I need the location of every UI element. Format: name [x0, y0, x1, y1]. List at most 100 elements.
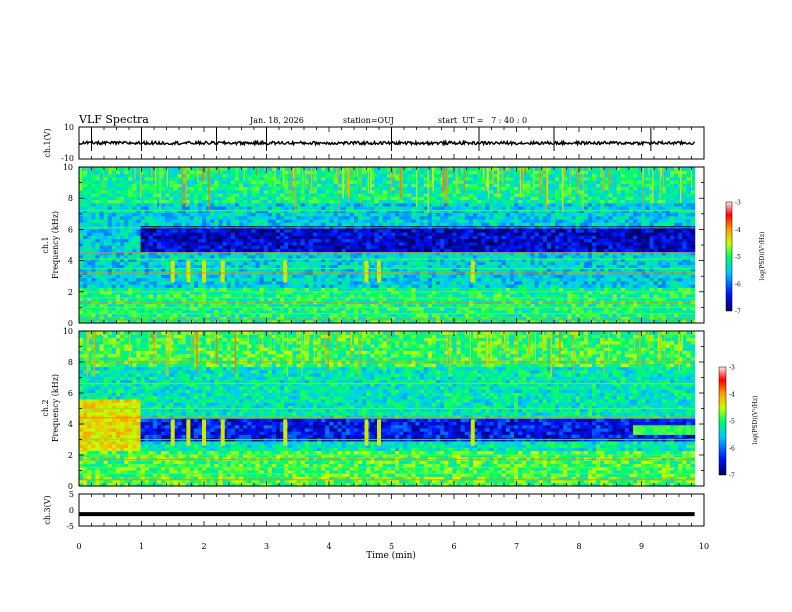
spectrogram-cell [103, 235, 109, 240]
spectrogram-cell [136, 258, 142, 262]
spectrogram-cell [87, 186, 92, 191]
spectrogram-cell [99, 306, 105, 311]
spectrogram-cell [132, 254, 138, 259]
spectrogram-cell [144, 254, 150, 259]
spectrogram-cell [83, 167, 88, 171]
spectrogram-cell [120, 261, 125, 266]
spectrogram-cell [107, 173, 113, 178]
spectrogram-cell [115, 303, 121, 308]
spectrogram-cell [144, 170, 150, 175]
spectrogram-cell [156, 219, 162, 223]
spectrogram-cell [128, 306, 133, 311]
spectrogram-cell [148, 215, 154, 220]
spectrogram-cell [165, 225, 170, 230]
spectrogram-cell [152, 248, 158, 253]
spectrogram-cell [152, 254, 158, 259]
spectrogram-cell [111, 293, 117, 298]
spectrogram-cell [169, 183, 174, 188]
spectrogram-cell [115, 235, 121, 240]
spectrogram-cell [120, 176, 125, 181]
spectrogram-cell [132, 264, 138, 269]
spectrogram-cell [144, 183, 150, 188]
spectrogram-cell [95, 212, 101, 217]
spectrogram-cell [136, 245, 142, 249]
spectrogram-cell [386, 167, 392, 171]
spectrogram-cell [124, 173, 129, 178]
spectrogram-cell [161, 293, 166, 298]
spectrogram-cell [103, 180, 109, 184]
spectrogram-cell [173, 280, 179, 285]
spectrogram-cell [132, 258, 138, 262]
spectrogram-cell [95, 316, 101, 321]
spectrogram-cell [120, 267, 125, 272]
spectrogram-cell [107, 297, 113, 301]
spectrogram-cell [107, 238, 113, 243]
spectrogram-cell [161, 219, 166, 223]
spectrogram-cell [136, 261, 142, 266]
spectrogram-cell [152, 251, 158, 256]
spectrogram-cell [140, 215, 146, 220]
spectrogram-cell [120, 173, 125, 178]
ch1-ytick-bottom: -10 [61, 154, 74, 163]
spectrogram-cell [79, 193, 84, 197]
spectrogram-cell [99, 319, 105, 324]
spectrogram-cell [156, 215, 162, 220]
spectrogram-cell [161, 284, 166, 288]
spectrogram-cell [152, 202, 158, 207]
spectrogram-cell [173, 290, 179, 295]
spectrogram-cell [140, 238, 146, 243]
spectrogram-cell [161, 235, 166, 240]
spectrogram-cell [91, 196, 97, 201]
spectrogram-cell [111, 303, 117, 308]
spectrogram-cell [161, 248, 166, 253]
spectrogram-cell [95, 277, 101, 282]
spectrogram-cell [124, 254, 129, 259]
spectrogram-cell [124, 235, 129, 240]
spectrogram-cell [79, 238, 84, 243]
spectrogram-cell [124, 264, 129, 269]
spectrogram-cell [374, 167, 380, 171]
spectrogram-cell [230, 167, 236, 171]
spectrogram-cell [103, 170, 109, 175]
spectrogram-cell [132, 287, 138, 292]
spectrogram-cell [152, 280, 158, 285]
spectrogram-cell [222, 167, 228, 171]
spectrogram-cell [140, 167, 146, 171]
spectrogram-cell [95, 225, 101, 230]
spectrogram-cell [79, 219, 84, 223]
spectrogram-cell [148, 228, 154, 233]
spectrogram-cell [173, 316, 179, 321]
spectrogram-cell [95, 199, 101, 204]
spectrogram-cell [136, 274, 142, 279]
spectrogram-cell [120, 306, 125, 311]
spectrogram-cell [87, 202, 92, 207]
spectrogram-cell [169, 212, 174, 217]
spectrogram-cell [140, 300, 146, 305]
spectrogram-cell [111, 235, 117, 240]
spectrogram-cell [140, 274, 146, 279]
spectrogram-cell [124, 290, 129, 295]
spectrogram-cell [136, 180, 142, 184]
spectrogram-cell [169, 306, 174, 311]
spectrogram-cell [152, 219, 158, 223]
spectrogram-cell [120, 251, 125, 256]
spectrogram-cell [124, 303, 129, 308]
spectrogram-cell [144, 310, 150, 314]
spectrogram-cell [165, 238, 170, 243]
spectrogram-cell [87, 267, 92, 272]
spectrogram-cell [161, 306, 166, 311]
spectrogram-cell [136, 232, 142, 236]
spectrogram-cell [99, 280, 105, 285]
spectrogram-cell [124, 258, 129, 262]
spectrogram-cell [95, 241, 101, 246]
spectrogram-cell [128, 176, 133, 181]
spectrogram-cell [128, 287, 133, 292]
spectrogram-cell [111, 238, 117, 243]
spectrogram-cell [87, 228, 92, 233]
spectrogram-cell [140, 212, 146, 217]
spectrogram-cell [99, 297, 105, 301]
spectrogram-cell [115, 300, 121, 305]
spectrogram-cell [161, 183, 166, 188]
spectrogram-cell [148, 313, 154, 318]
spectrogram-cell [169, 215, 174, 220]
